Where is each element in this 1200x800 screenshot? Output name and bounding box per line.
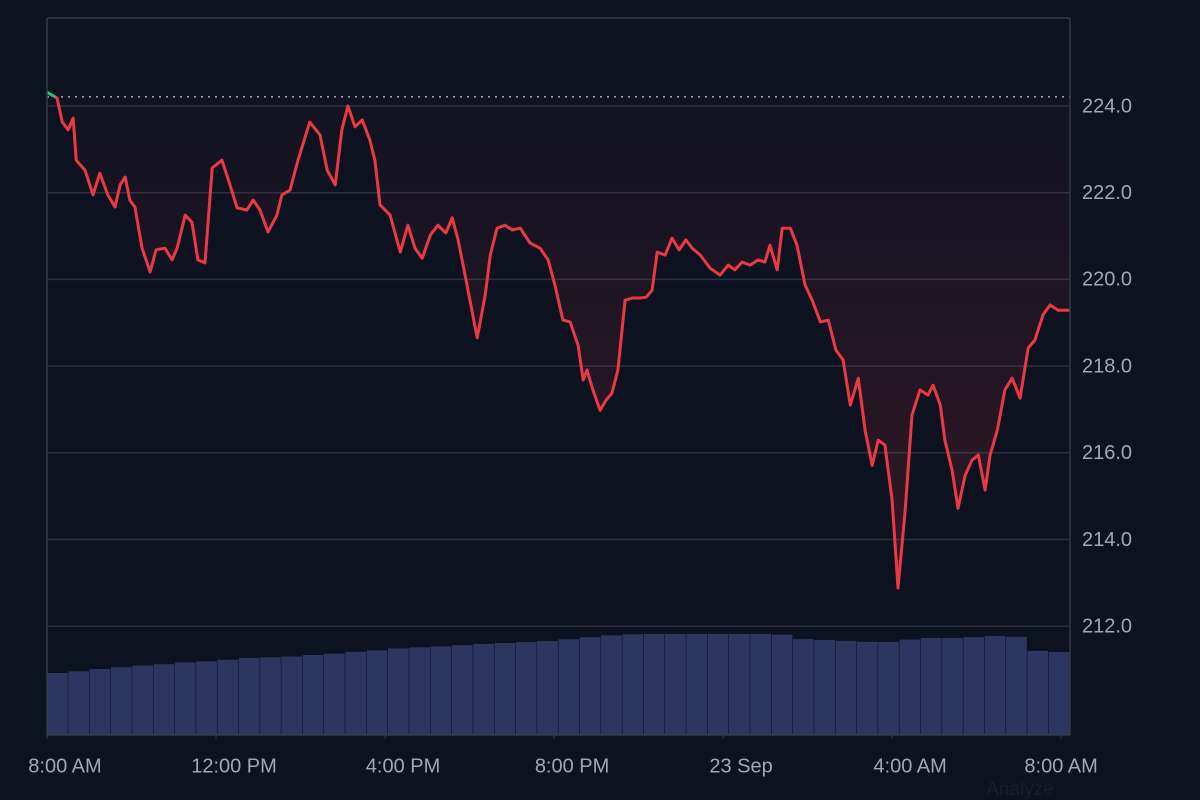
- price-line-down: [52, 96, 1070, 590]
- volume-bar: [515, 642, 537, 735]
- y-tick-label: 214.0: [1082, 529, 1132, 551]
- y-tick-label: 218.0: [1082, 355, 1132, 377]
- y-tick-label: 212.0: [1082, 615, 1132, 637]
- area-fill: [47, 92, 1070, 588]
- volume-bar: [174, 662, 196, 735]
- volume-bar: [345, 651, 367, 735]
- volume-bar: [47, 672, 68, 735]
- volume-bar: [1006, 636, 1027, 735]
- volume-bar: [942, 638, 963, 735]
- volume-bar: [302, 655, 324, 735]
- volume-bar: [622, 634, 644, 735]
- volume-bar: [579, 637, 601, 735]
- x-tick-label: 8:00 AM: [28, 755, 101, 777]
- volume-bar: [68, 671, 90, 735]
- volume-bar: [963, 637, 985, 735]
- volume-bar: [473, 643, 494, 735]
- volume-bar: [260, 657, 281, 735]
- volume-bar: [814, 639, 835, 735]
- volume-bar: [217, 659, 239, 735]
- volume-bar: [856, 641, 878, 735]
- volume-bar: [643, 633, 665, 735]
- volume-bar: [899, 639, 921, 735]
- volume-bar: [451, 645, 473, 735]
- volume-bar: [835, 640, 857, 735]
- y-tick-label: 216.0: [1082, 442, 1132, 464]
- volume-bar: [750, 633, 772, 735]
- volume-bar: [878, 641, 899, 735]
- x-tick-label: 4:00 AM: [873, 755, 946, 777]
- volume-bar: [686, 633, 708, 735]
- volume-bar: [558, 639, 580, 735]
- volume-bar: [132, 665, 153, 735]
- volume-bar: [430, 646, 452, 735]
- y-tick-label: 224.0: [1082, 95, 1132, 117]
- volume-bar: [494, 643, 516, 735]
- x-tick-label: 12:00 PM: [191, 755, 277, 777]
- volume-bar: [771, 634, 793, 735]
- volume-bar: [665, 633, 686, 735]
- volume-bar: [281, 656, 303, 735]
- volume-bar: [707, 633, 729, 735]
- volume-bar: [1048, 652, 1070, 735]
- y-tick-label: 222.0: [1082, 182, 1132, 204]
- volume-bar: [324, 653, 345, 735]
- volume-bar: [792, 639, 814, 735]
- volume-bar: [984, 636, 1006, 735]
- x-tick-label: 4:00 PM: [366, 755, 440, 777]
- volume-bar: [366, 650, 388, 735]
- volume-bar: [196, 661, 217, 735]
- volume-bar: [238, 657, 260, 735]
- x-tick-label: 8:00 PM: [535, 755, 609, 777]
- volume-bar: [1027, 650, 1049, 735]
- volume-bar: [153, 664, 175, 735]
- x-tick-label: 23 Sep: [709, 755, 772, 777]
- x-tick-label: 8:00 AM: [1024, 755, 1097, 777]
- volume-bar: [537, 641, 558, 735]
- analyze-label[interactable]: Analyze: [986, 779, 1054, 800]
- volume-bar: [409, 647, 431, 735]
- volume-bar: [110, 667, 132, 735]
- volume-bar: [388, 648, 409, 735]
- volume-bar: [920, 638, 942, 735]
- volume-bar: [729, 633, 750, 735]
- volume-bar: [89, 669, 111, 735]
- volume-bar: [601, 635, 622, 735]
- y-tick-label: 220.0: [1082, 269, 1132, 291]
